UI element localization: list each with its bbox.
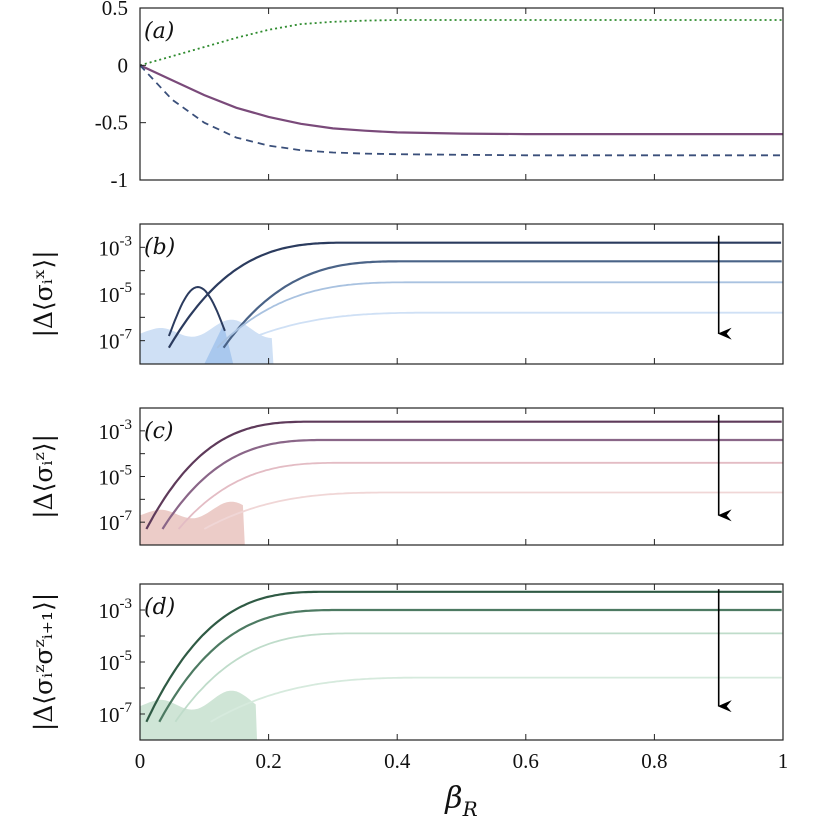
series-line-solid-purple — [140, 64, 783, 136]
series-line-level-4 — [229, 311, 783, 349]
noise-fill-region — [140, 319, 274, 364]
x-tick-label: 0.8 — [641, 749, 667, 773]
plot-area — [140, 19, 783, 157]
y-tick-label: 10-3 — [99, 233, 133, 260]
series-line-level-3 — [174, 632, 783, 723]
series-line-level-3 — [216, 281, 783, 349]
series-line-level-3 — [177, 461, 783, 530]
panel-d: 10-310-510-7(d)|Δ⟨σᵢᶻσᶻᵢ₊₁⟩|0 0.2 0.4 0.6 0.… — [29, 583, 789, 821]
plot-area — [140, 420, 783, 545]
plot-area — [140, 241, 783, 364]
y-tick-label: 0 — [118, 53, 129, 77]
y-tick-base: 10 — [99, 599, 120, 623]
series-line-level-1 — [167, 241, 782, 349]
x-tick-label: 0.4 — [384, 749, 411, 773]
y-tick-exponent: -3 — [120, 596, 133, 612]
series-line-level-2 — [222, 260, 782, 349]
panel-a: 0.5 0 -0.5 -1 (a) — [95, 0, 784, 192]
y-tick-label: 10-5 — [99, 280, 133, 307]
series-bump-level-1 — [167, 285, 226, 337]
y-axis-label: |Δ⟨σᵢᶻσᶻᵢ₊₁⟩| — [29, 593, 59, 731]
y-tick-exponent: -7 — [120, 327, 133, 343]
series-line-level-2 — [161, 438, 783, 530]
y-tick-exponent: -7 — [120, 700, 133, 716]
panel-b: 10-310-510-7(b)|Δ⟨σᵢˣ⟩| — [29, 223, 784, 365]
noise-fill-region — [140, 501, 245, 545]
y-tick-label: -1 — [111, 168, 129, 192]
y-tick-base: 10 — [99, 236, 120, 260]
y-tick-label: 10-7 — [99, 700, 133, 727]
panels: 0.50-0.5-1(a)10-310-510-7(b)|Δ⟨σᵢˣ⟩|10-3… — [29, 0, 788, 821]
series-line-level-4 — [210, 676, 782, 723]
x-axis-label: βR — [444, 781, 477, 821]
y-tick-label: 0.5 — [102, 0, 128, 20]
y-tick-exponent: -5 — [120, 648, 133, 664]
panel-label: (d) — [144, 595, 175, 620]
x-tick-label: 0 — [135, 749, 146, 773]
y-tick-label: 10-5 — [99, 648, 133, 675]
series-line-level-4 — [203, 491, 783, 530]
y-tick-exponent: -7 — [120, 508, 133, 524]
y-axis-label: |Δ⟨σᵢᶻ⟩| — [29, 434, 59, 519]
y-tick-exponent: -5 — [120, 463, 133, 479]
series-line-level-2 — [158, 608, 782, 723]
y-tick-base: 10 — [99, 466, 120, 490]
series-line-dashed-blue — [140, 64, 783, 157]
x-axis-label-base: β — [444, 781, 462, 816]
y-tick-base: 10 — [99, 703, 120, 727]
panel-label: (c) — [144, 419, 174, 444]
series-line-dotted-green — [140, 19, 783, 67]
y-tick-base: 10 — [99, 330, 120, 354]
y-tick-base: 10 — [99, 420, 120, 444]
y-tick-label: 10-7 — [99, 508, 133, 535]
y-tick-label: 10-7 — [99, 327, 133, 354]
x-axis-label-sub: R — [462, 797, 478, 821]
panel-c: 10-310-510-7(c)|Δ⟨σᵢᶻ⟩| — [29, 407, 784, 546]
x-tick-label: 1 — [778, 749, 789, 773]
x-tick-label: 0.2 — [255, 749, 281, 773]
y-tick-label: -0.5 — [95, 111, 128, 135]
x-tick-label: 0.6 — [513, 749, 539, 773]
y-tick-base: 10 — [99, 511, 120, 535]
y-tick-base: 10 — [99, 283, 120, 307]
y-tick-label: 10-3 — [99, 596, 133, 623]
y-tick-label: 10-3 — [99, 417, 133, 444]
y-axis-label: |Δ⟨σᵢˣ⟩| — [29, 250, 59, 337]
y-tick-exponent: -3 — [120, 417, 133, 433]
axes-frame — [139, 7, 784, 181]
y-tick-label: 10-5 — [99, 463, 133, 490]
series-line-level-1 — [145, 420, 782, 530]
panel-label: (b) — [144, 235, 175, 260]
panel-label: (a) — [144, 19, 174, 44]
plot-area — [140, 590, 783, 740]
y-tick-base: 10 — [99, 651, 120, 675]
y-tick-exponent: -3 — [120, 233, 133, 249]
series-line-level-1 — [145, 590, 782, 723]
y-tick-exponent: -5 — [120, 280, 133, 296]
noise-fill-region-dark — [204, 324, 234, 364]
